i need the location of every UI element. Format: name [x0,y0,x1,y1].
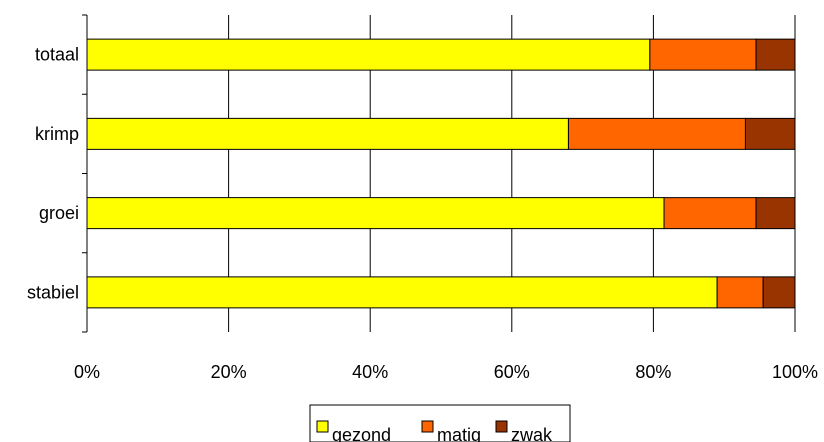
y-tick-label-groei: groei [39,203,79,223]
axes: totaal krimp groei stabiel 0% 20% 40% 60% 80% 100… [27,14,818,382]
x-tick-label-1: 20% [211,362,247,382]
legend-label-zwak: zwak [511,425,553,442]
bar-krimp-zwak [744,117,796,150]
x-tick-label-5: 100% [772,362,818,382]
bar-totaal-gezond [86,38,651,71]
x-tick-label-0: 0% [74,362,100,382]
bar-krimp-gezond [86,117,569,150]
legend-label-gezond: gezond [332,425,391,442]
legend: gezond matig zwak [309,404,571,442]
bar-groei-matig [663,197,757,230]
legend-swatch-gezond [316,420,329,433]
bar-totaal-zwak [755,38,796,71]
x-tick-label-2: 40% [352,362,388,382]
legend-swatch-matig [421,420,434,433]
bar-totaal-matig [649,38,757,71]
legend-swatch-zwak [495,420,508,433]
y-tick-label-totaal: totaal [35,45,79,65]
legend-box [309,404,571,442]
bar-stabiel-gezond [86,276,718,309]
legend-label-matig: matig [437,425,481,442]
bar-groei-zwak [755,197,796,230]
x-tick-label-4: 80% [635,362,671,382]
bar-groei-gezond [86,197,665,230]
y-tick-label-krimp: krimp [35,124,79,144]
bar-stabiel-zwak [762,276,796,309]
bar-stabiel-matig [716,276,764,309]
x-tick-label-3: 60% [494,362,530,382]
bars [86,38,796,309]
y-tick-label-stabiel: stabiel [27,282,79,302]
bar-krimp-matig [567,117,746,150]
